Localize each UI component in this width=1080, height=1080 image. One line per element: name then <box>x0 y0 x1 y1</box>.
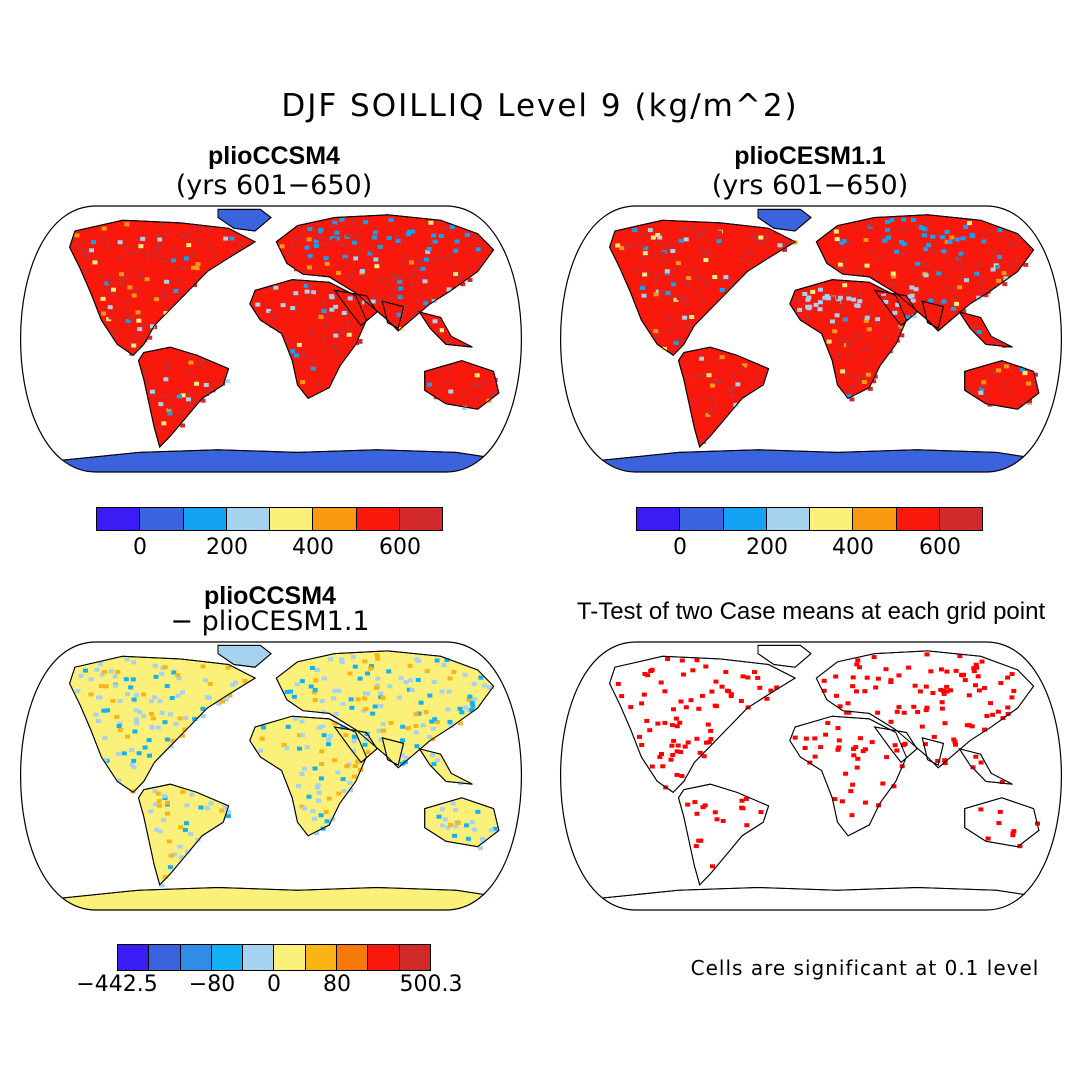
landmass-seAsia <box>958 311 1013 348</box>
landmass-seAsia <box>418 311 473 348</box>
colorbar-swatch <box>810 508 854 530</box>
colorbar-swatch <box>356 508 400 530</box>
landmass-seAsia <box>418 747 473 785</box>
colorbar-swatch <box>766 508 810 530</box>
colorbar-swatch <box>939 508 982 530</box>
landmass-southAmerica <box>677 346 770 448</box>
landmass-southAmerica <box>677 783 770 886</box>
cbar1-tick: 200 <box>206 535 248 560</box>
map-plioCESM1.1 <box>559 205 1063 473</box>
cbar3-tick: 80 <box>323 972 351 997</box>
cbar2-tick: 200 <box>746 535 788 560</box>
panel3-title: plioCCSM4 <box>204 582 336 610</box>
colorbar-swatch <box>313 508 357 530</box>
cbar2-tick: 0 <box>673 535 687 560</box>
colorbar-swatch <box>399 508 442 530</box>
panel1-subtitle: (yrs 601−650) <box>175 170 373 201</box>
cbar2-tick: 600 <box>919 535 961 560</box>
map-plioCCSM4 <box>19 205 523 473</box>
cbar1-tick: 0 <box>133 535 147 560</box>
panel3-subtitle: − plioCESM1.1 <box>170 606 370 637</box>
panel2-subtitle: (yrs 601−650) <box>711 170 909 201</box>
colorbar-swatch <box>243 945 275 970</box>
landmass-seAsia <box>958 747 1013 785</box>
colorbar-swatch <box>896 508 940 530</box>
cbar1-tick: 400 <box>292 535 334 560</box>
colorbar-swatch <box>180 945 212 970</box>
significance-note: Cells are significant at 0.1 level <box>690 956 1040 980</box>
colorbar-swatch <box>97 508 141 530</box>
panel4-title: T-Test of two Case means at each grid po… <box>576 598 1046 625</box>
colorbar-swatch <box>337 945 369 970</box>
panel2-title: plioCESM1.1 <box>734 142 886 170</box>
colorbar-swatch <box>853 508 897 530</box>
colorbar-swatch <box>140 508 184 530</box>
map-ttest <box>559 641 1063 911</box>
cbar2-tick: 400 <box>832 535 874 560</box>
cbar1-tick: 600 <box>379 535 421 560</box>
colorbar-swatch <box>723 508 767 530</box>
cbar3-tick: 0 <box>267 972 281 997</box>
colorbar-swatch <box>183 508 227 530</box>
colorbar-swatch <box>149 945 181 970</box>
landmass-northAmerica <box>609 655 797 793</box>
map-difference <box>19 641 523 911</box>
colorbar-swatch <box>399 945 430 970</box>
colorbar-swatch <box>270 508 314 530</box>
landmass-southAmerica <box>137 783 230 886</box>
cbar3-tick: −80 <box>188 972 236 997</box>
landmass-northAmerica <box>609 219 797 356</box>
colorbar-plioCESM1.1 <box>636 507 983 531</box>
colorbar-swatch <box>305 945 338 970</box>
panel1-title: plioCCSM4 <box>208 142 340 170</box>
colorbar-swatch <box>680 508 724 530</box>
colorbar-difference <box>117 944 431 971</box>
colorbar-swatch <box>211 945 244 970</box>
cbar3-tick: 500.3 <box>399 972 463 997</box>
colorbar-swatch <box>118 945 150 970</box>
cbar3-tick: −442.5 <box>76 972 158 997</box>
colorbar-swatch <box>274 945 306 970</box>
colorbar-swatch <box>368 945 400 970</box>
colorbar-swatch <box>226 508 270 530</box>
figure-title: DJF SOILLIQ Level 9 (kg/m^2) <box>281 88 799 124</box>
colorbar-plioCCSM4 <box>96 507 443 531</box>
colorbar-swatch <box>637 508 681 530</box>
landmass-northAmerica <box>69 655 257 793</box>
